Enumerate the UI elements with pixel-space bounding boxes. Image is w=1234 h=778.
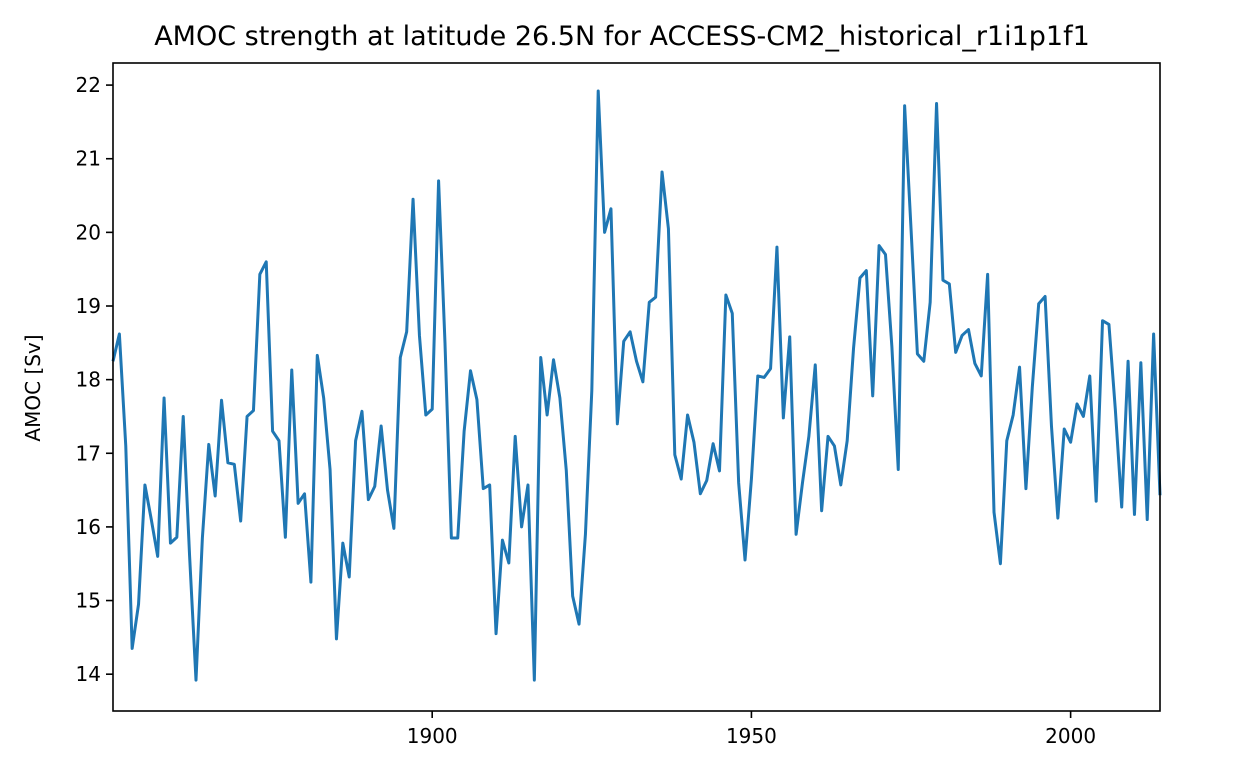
- plot-frame: [112, 62, 1161, 712]
- plot-area: [111, 89, 1162, 682]
- y-tick-label: 20: [76, 220, 101, 244]
- y-tick-label: 14: [76, 662, 101, 686]
- y-axis: 14 15 16 17 18 19 20 21 22: [76, 73, 113, 686]
- x-tick-label: 2000: [1045, 724, 1096, 748]
- y-tick-label: 22: [76, 73, 101, 97]
- series-line-0: [111, 89, 1162, 682]
- y-tick-label: 18: [76, 368, 101, 392]
- y-tick-label: 16: [76, 515, 101, 539]
- x-tick-label: 1950: [726, 724, 777, 748]
- y-tick-label: 17: [76, 441, 101, 465]
- y-axis-label: AMOC [Sv]: [21, 334, 45, 441]
- y-tick-label: 21: [76, 147, 101, 171]
- x-tick-label: 1900: [407, 724, 458, 748]
- y-tick-label: 19: [76, 294, 101, 318]
- y-tick-label: 15: [76, 589, 101, 613]
- x-axis: 1900 1950 2000: [407, 711, 1096, 748]
- chart-title: AMOC strength at latitude 26.5N for ACCE…: [154, 21, 1090, 52]
